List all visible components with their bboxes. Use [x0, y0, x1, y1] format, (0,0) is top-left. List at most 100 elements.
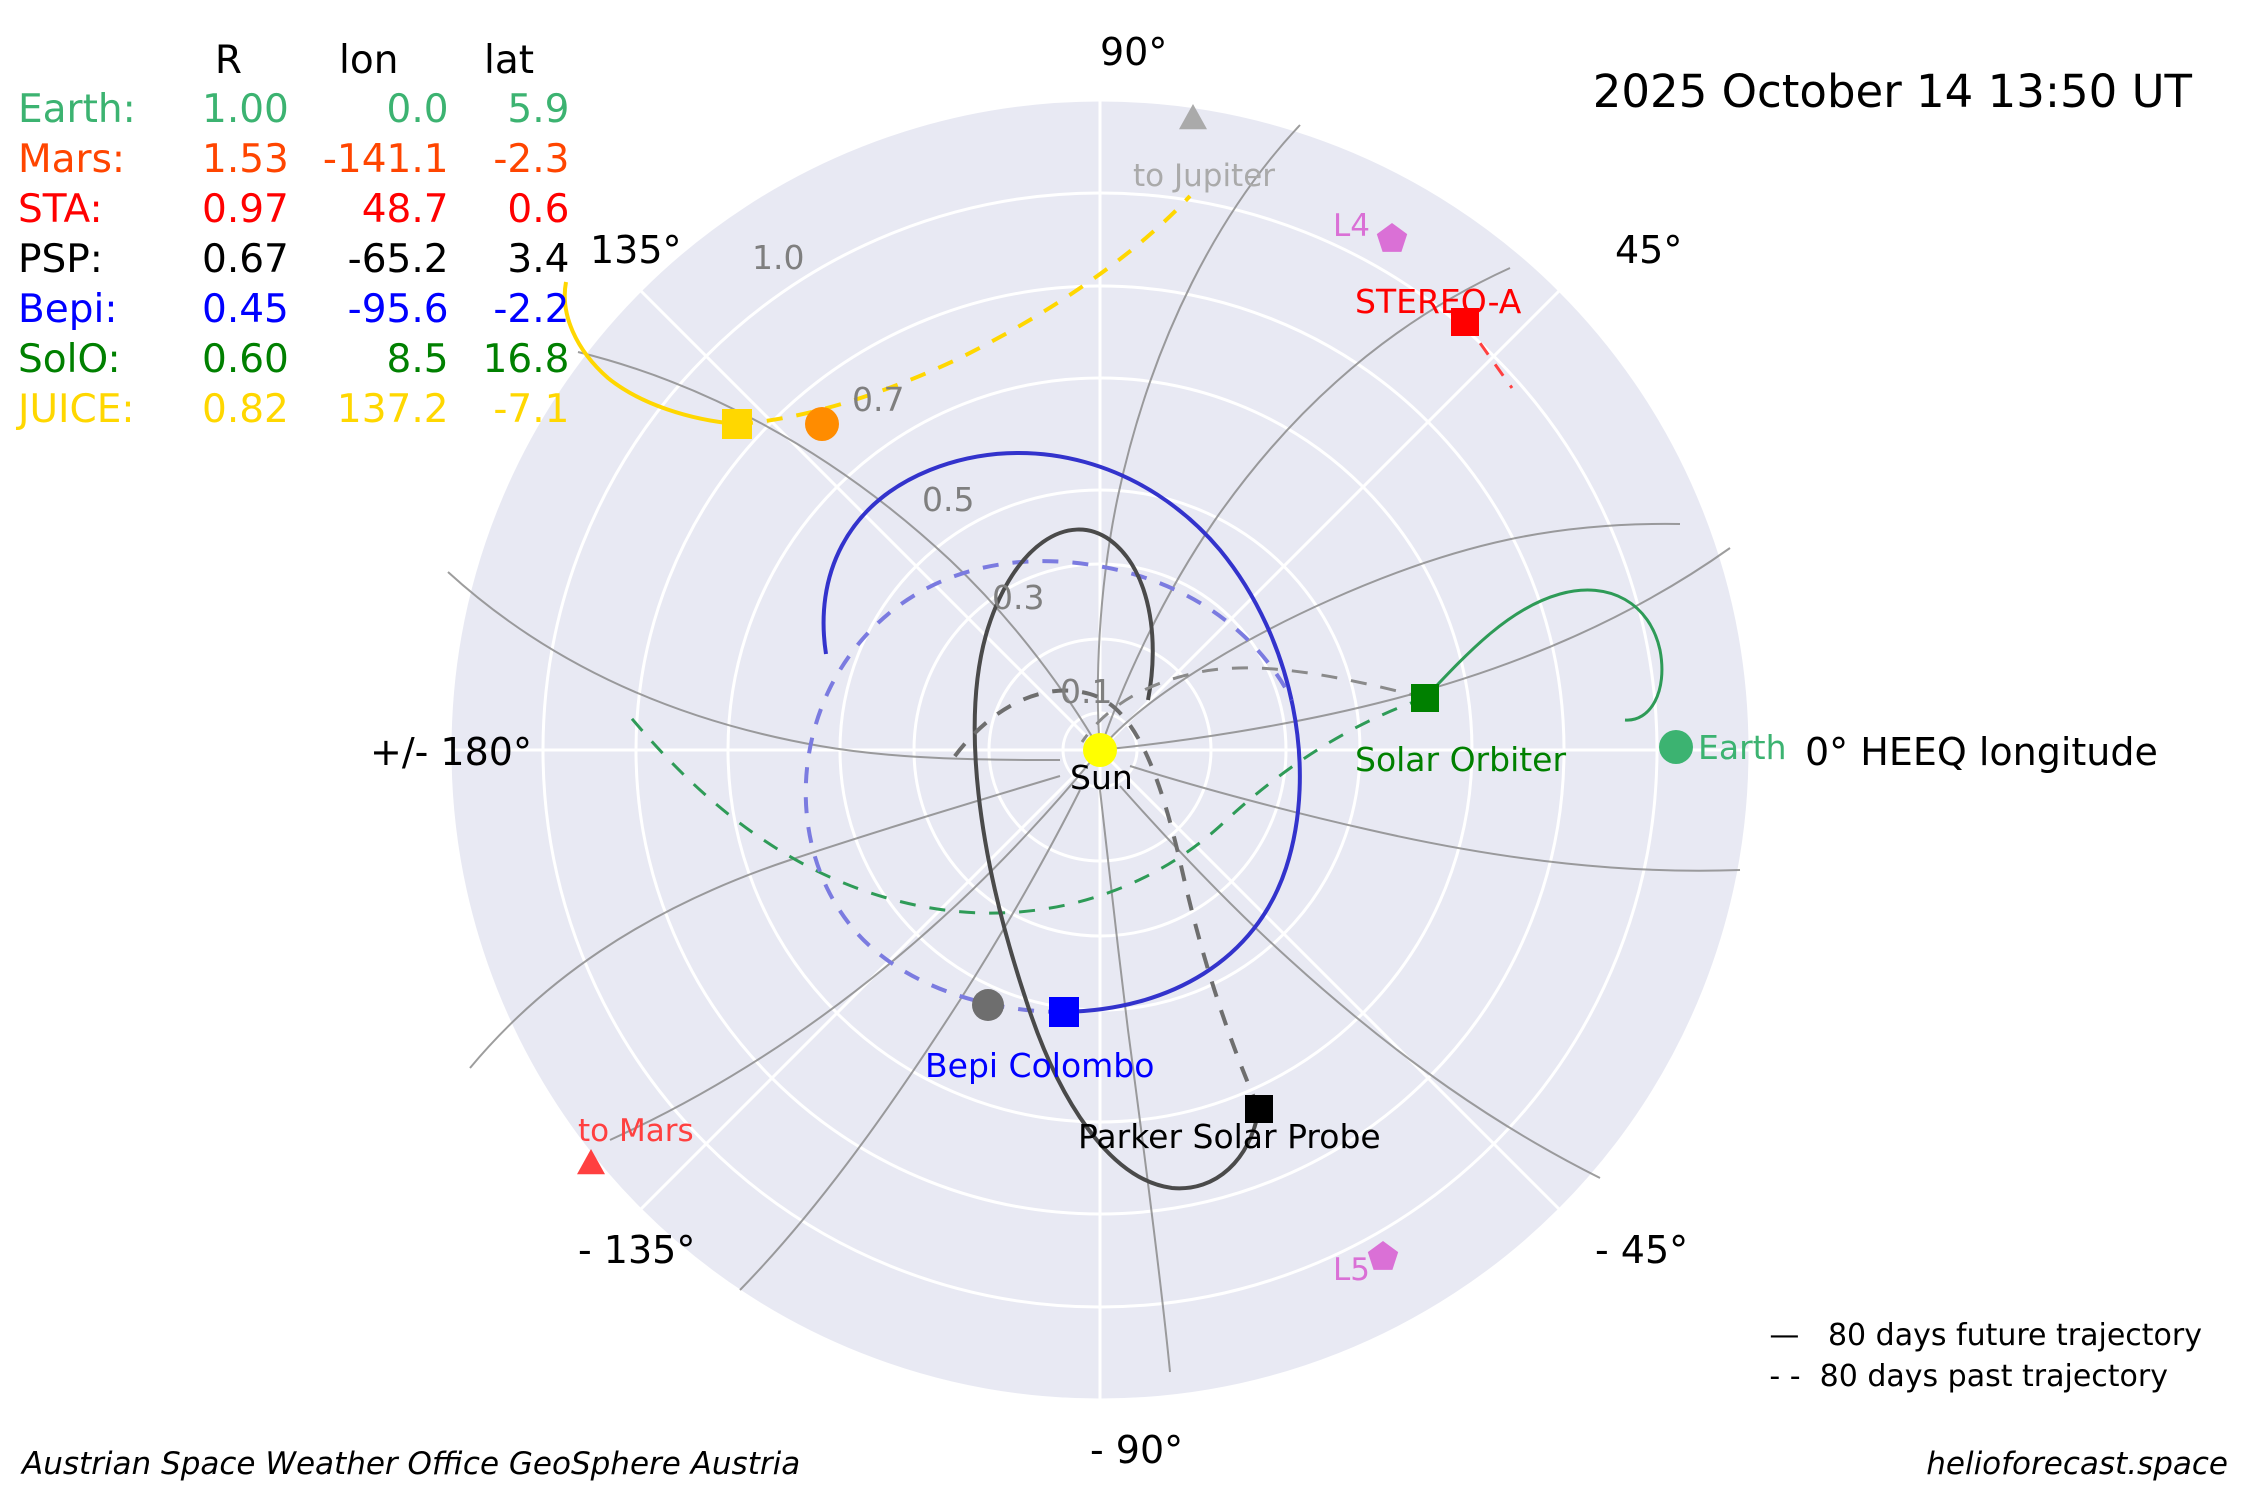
- table-header-row: R lon lat: [18, 38, 569, 85]
- table-cell-name: PSP:: [18, 237, 103, 283]
- gray-dashed-inner: [1080, 666, 1426, 743]
- marker-bepi-colombo[interactable]: [1049, 997, 1079, 1027]
- table-row: PSP: 0.67 -65.2 3.4: [18, 235, 569, 285]
- label-to-jupiter: to Jupiter: [1133, 158, 1276, 194]
- juice-past: [736, 194, 1192, 426]
- col-header-r: R: [214, 38, 242, 83]
- table-cell-name: STA:: [18, 187, 103, 233]
- table-cell-lat: 0.6: [507, 187, 570, 233]
- table-row: STA: 0.97 48.7 0.6: [18, 185, 569, 235]
- positions-table: R lon lat Earth: 1.00 0.0 5.9 Mars: 1.53 -141.…: [18, 38, 569, 435]
- col-header-lon: lon: [339, 38, 399, 83]
- radial-tick-label: 0.1: [1060, 672, 1113, 711]
- angle-label: - 90°: [1090, 1428, 1184, 1472]
- table-cell-lon: 0.0: [386, 87, 449, 132]
- marker-sun[interactable]: [1083, 733, 1117, 767]
- table-cell-lat: 5.9: [507, 87, 570, 132]
- table-cell-lon: 8.5: [386, 337, 449, 383]
- footer-left: Austrian Space Weather Office GeoSphere …: [22, 1446, 801, 1482]
- table-row: Bepi: 0.45 -95.6 -2.2: [18, 285, 569, 335]
- angle-label: 0° HEEQ longitude: [1805, 730, 2158, 774]
- trajectory-bepi: [803, 451, 1302, 1014]
- footer-right: helioforecast.space: [1926, 1446, 2228, 1482]
- table-cell-name: JUICE:: [18, 387, 135, 433]
- table-cell-r: 0.60: [202, 337, 289, 383]
- table-cell-lat: 3.4: [507, 237, 570, 283]
- radial-tick-label: 0.3: [992, 578, 1045, 617]
- legend-past: - - 80 days past trajectory: [1769, 1359, 2168, 1394]
- marker-parker-solar-probe[interactable]: [1245, 1095, 1273, 1123]
- table-cell-lon: -95.6: [347, 287, 449, 333]
- table-cell-r: 0.82: [202, 387, 289, 433]
- angle-label: +/- 180°: [370, 730, 532, 774]
- marker-mercury[interactable]: [972, 989, 1004, 1021]
- table-cell-r: 1.00: [202, 87, 289, 132]
- label-solar-orbiter: Solar Orbiter: [1355, 740, 1567, 779]
- table-cell-r: 0.67: [202, 237, 289, 283]
- psp-past: [950, 688, 1261, 1110]
- label-l5: L5: [1333, 1252, 1370, 1288]
- table-row: JUICE: 0.82 137.2 -7.1: [18, 385, 569, 435]
- table-cell-lat: 16.8: [482, 337, 570, 383]
- trajectory-solar-orbiter: [626, 588, 1664, 915]
- marker-l4[interactable]: [1376, 223, 1408, 252]
- bepi-future: [821, 451, 1302, 1014]
- table-row: Mars: 1.53 -141.1 -2.3: [18, 135, 569, 185]
- trajectory-legend: — 80 days future trajectory - - 80 days …: [1769, 1312, 2202, 1400]
- radial-tick-label: 1.0: [752, 238, 805, 277]
- table-cell-name: Bepi:: [18, 287, 118, 333]
- juice-future: [562, 281, 738, 426]
- angle-label: 90°: [1100, 30, 1168, 74]
- radial-tick-label: 0.7: [852, 380, 905, 419]
- solo-past: [626, 696, 1426, 915]
- table-cell-lon: -141.1: [322, 137, 449, 183]
- table-cell-name: SolO:: [18, 337, 121, 383]
- radial-tick-label: 0.5: [922, 480, 975, 519]
- table-cell-lat: -2.2: [493, 287, 570, 333]
- direction-marker-to-mars[interactable]: [577, 1149, 605, 1175]
- trajectory-juice: [562, 194, 1192, 426]
- marker-juice[interactable]: [722, 409, 752, 439]
- bepi-past: [803, 559, 1294, 1014]
- angle-label: - 45°: [1595, 1228, 1689, 1272]
- trajectory-extra: [1080, 666, 1426, 743]
- legend-future: — 80 days future trajectory: [1769, 1318, 2202, 1353]
- col-header-lat: lat: [483, 38, 535, 83]
- marker-solar-orbiter[interactable]: [1411, 684, 1439, 712]
- table-cell-name: Mars:: [18, 137, 126, 183]
- trajectory-psp: [950, 527, 1261, 1191]
- marker-earth[interactable]: [1659, 730, 1693, 764]
- angle-label: 135°: [590, 228, 682, 272]
- body-markers: [577, 104, 1693, 1270]
- label-sun: Sun: [1070, 758, 1133, 797]
- label-to-mars: to Mars: [578, 1113, 694, 1149]
- angle-label: 45°: [1615, 228, 1683, 272]
- marker-stereo-a[interactable]: [1451, 308, 1479, 336]
- marker-l5[interactable]: [1367, 1241, 1399, 1270]
- label-parker-solar-probe: Parker Solar Probe: [1078, 1117, 1381, 1156]
- label-l4: L4: [1333, 208, 1370, 244]
- plot-title: 2025 October 14 13:50 UT: [1592, 65, 2192, 118]
- col-header-name: [18, 38, 168, 85]
- table-cell-r: 0.45: [202, 287, 289, 333]
- direction-marker-to-jupiter[interactable]: [1179, 104, 1207, 130]
- table-cell-lat: -2.3: [493, 137, 570, 183]
- solo-future: [1423, 588, 1664, 722]
- table-row: SolO: 0.60 8.5 16.8: [18, 335, 569, 385]
- table-cell-lon: -65.2: [347, 237, 449, 283]
- table-row: Earth: 1.00 0.0 5.9: [18, 85, 569, 135]
- table-cell-r: 1.53: [202, 137, 289, 183]
- angle-label: - 135°: [578, 1228, 696, 1272]
- psp-future: [972, 527, 1261, 1191]
- label-stereo-a: STEREO-A: [1355, 282, 1522, 321]
- label-bepi-colombo: Bepi Colombo: [925, 1046, 1155, 1085]
- table-cell-lon: 48.7: [361, 187, 449, 233]
- table-cell-lon: 137.2: [336, 387, 449, 433]
- marker-mars[interactable]: [805, 407, 839, 441]
- table-cell-r: 0.97: [202, 187, 289, 233]
- table-cell-name: Earth:: [18, 87, 136, 132]
- label-earth: Earth: [1698, 728, 1787, 767]
- table-cell-lat: -7.1: [493, 387, 570, 433]
